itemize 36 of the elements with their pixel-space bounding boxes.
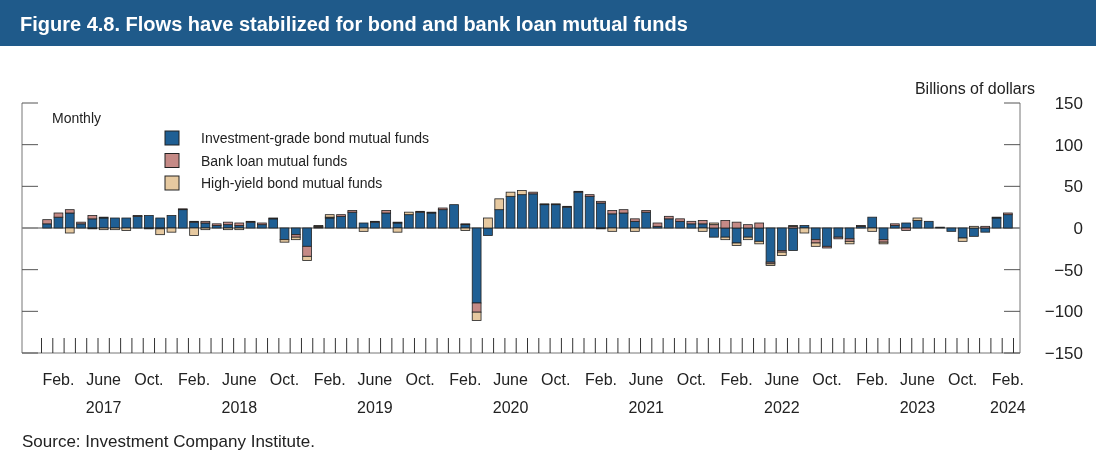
x-tick-label: June 2021: [628, 371, 665, 416]
x-tick-label: June 2022: [764, 371, 800, 416]
x-tick-label: Feb. 2024: [990, 371, 1026, 416]
x-tick-label: June 2018: [221, 371, 258, 416]
x-tick-label: June 2019: [357, 371, 393, 416]
legend-label: High-yield bond mutual funds: [201, 175, 383, 191]
x-tick-label: Feb.: [449, 371, 482, 388]
x-tick-label: Oct.: [541, 371, 571, 388]
x-tick-label: Oct.: [134, 371, 164, 388]
x-tick-label: Feb.: [178, 371, 211, 388]
x-tick-label: Feb.: [313, 371, 346, 388]
x-tick-label: Feb.: [42, 371, 75, 388]
y-tick-label: 50: [1064, 177, 1083, 197]
x-tick-label: Oct.: [947, 371, 978, 388]
y-tick-label: −100: [1044, 302, 1083, 322]
x-tick-label: Feb.: [856, 371, 889, 388]
source-note: Source: Investment Company Institute.: [22, 432, 315, 451]
x-tick-label: Oct.: [405, 371, 435, 388]
x-tick-label: Feb.: [584, 371, 617, 388]
x-tick-label: Feb.: [720, 371, 753, 388]
annotation: Monthly: [52, 110, 102, 126]
legend-label: Investment-grade bond mutual funds: [201, 130, 430, 146]
y-tick-label: 100: [1054, 135, 1083, 155]
x-tick-label: Oct.: [269, 371, 300, 388]
x-tick-label: Oct.: [812, 371, 842, 388]
y-tick-label: 0: [1073, 219, 1083, 238]
y-tick-label: −150: [1044, 344, 1083, 363]
legend-label: Bank loan mutual funds: [201, 152, 348, 169]
x-tick-label: June 2023: [899, 371, 936, 416]
y-tick-label: −50: [1054, 260, 1083, 280]
x-tick-label: Oct.: [676, 371, 707, 388]
y-axis-title: Billions of dollars: [914, 80, 1035, 97]
y-tick-label: 150: [1054, 94, 1083, 113]
x-tick-label: June 2020: [492, 371, 529, 416]
x-tick-label: June 2017: [85, 371, 122, 416]
chart-title: Figure 4.8. Flows have stabilized for bond and bank loan mutual funds: [20, 13, 688, 35]
